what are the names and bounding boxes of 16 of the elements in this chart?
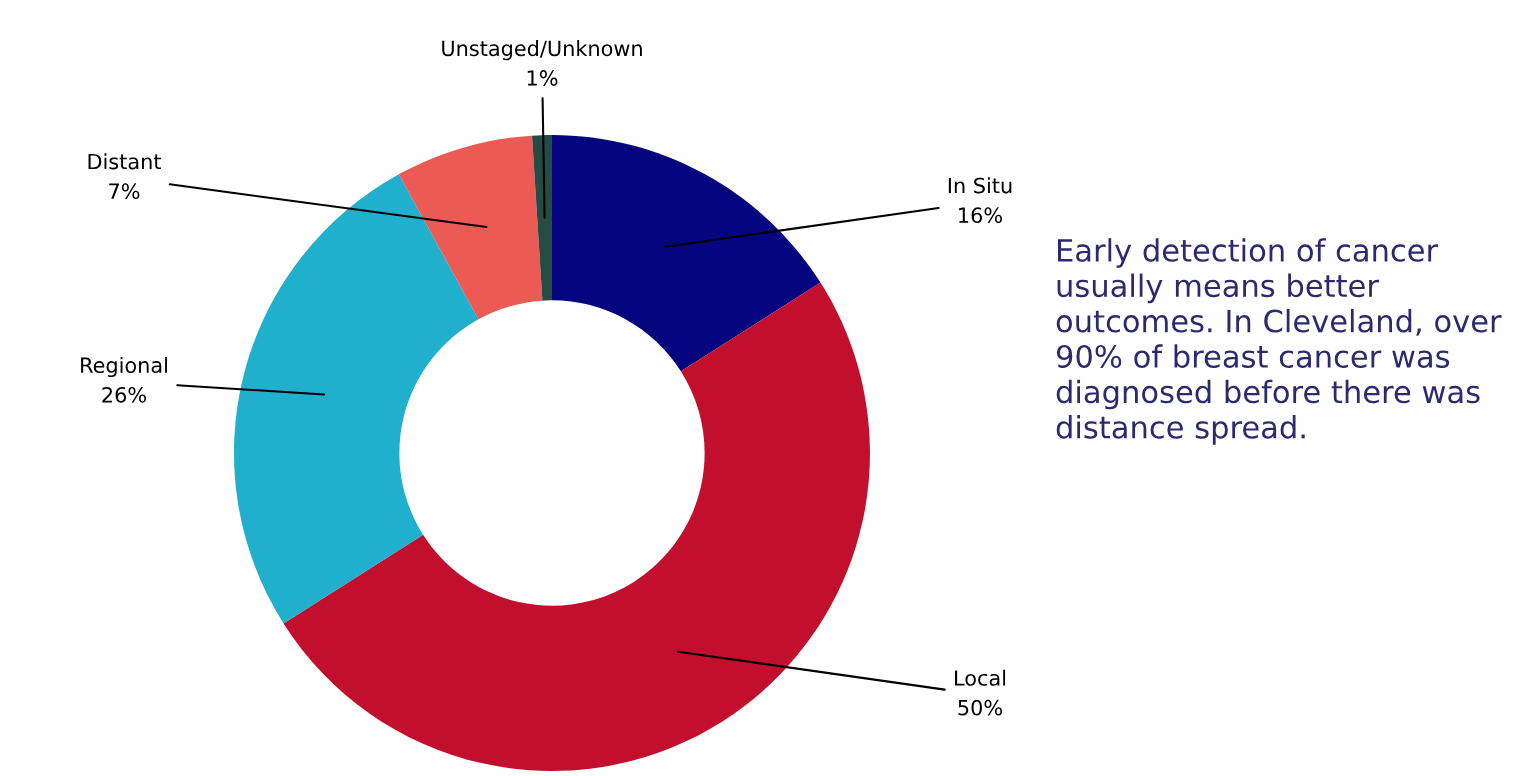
donut-slice	[532, 135, 552, 301]
data-label: 26%	[102, 386, 146, 403]
donut-slice	[552, 135, 821, 372]
data-label: 7%	[109, 183, 140, 200]
slice-label: In Situ	[948, 177, 1012, 194]
donut-slice	[283, 282, 870, 771]
slice-label: Regional	[81, 356, 167, 378]
slice-label: Distant	[88, 153, 161, 170]
donut-slice	[398, 135, 543, 320]
slice-label: Local	[955, 669, 1006, 686]
text: Early detection of cancer usually means better outcomes. In Cleveland, over 90% of breast cancer was diagnosed before there was distance spread.	[1056, 238, 1502, 445]
data-label: 16%	[959, 207, 1002, 224]
donut-slice	[234, 174, 479, 624]
data-label: 50%	[958, 699, 1002, 716]
slice-label: Unstaged/Unknown	[442, 40, 642, 61]
data-label: 1%	[527, 70, 558, 86]
